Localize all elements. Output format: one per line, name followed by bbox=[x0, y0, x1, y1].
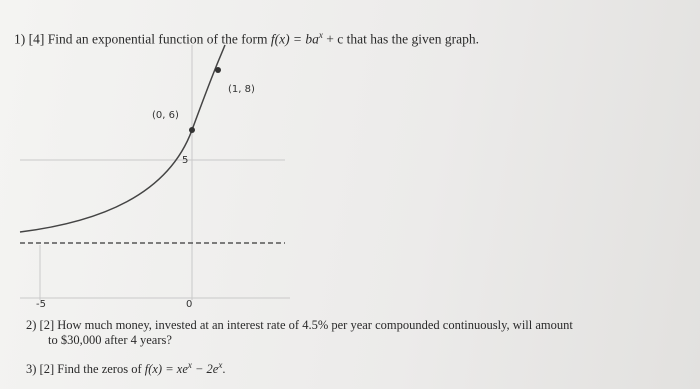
question: 2) [2] How much money, invested at an in… bbox=[26, 318, 573, 333]
text: Find the zeros of bbox=[57, 362, 142, 377]
point bbox=[189, 127, 195, 133]
exponent: x bbox=[318, 30, 323, 40]
text: . bbox=[222, 362, 226, 377]
text: to $30,000 after 4 years? bbox=[48, 333, 172, 347]
point-label: (0, 6) bbox=[152, 110, 179, 121]
point bbox=[215, 67, 221, 73]
points: [2] bbox=[39, 318, 55, 332]
question-number: 1) bbox=[14, 31, 26, 47]
formula: − 2e bbox=[195, 362, 219, 377]
question: 1) [4] Find an exponential function of t… bbox=[14, 30, 479, 48]
curve bbox=[19, 44, 226, 233]
points: [2] bbox=[39, 362, 55, 377]
formula: f(x) = ba bbox=[270, 31, 319, 47]
exponent: x bbox=[218, 360, 223, 370]
question-number: 2) bbox=[26, 318, 37, 332]
text: How much money, invested at an interest … bbox=[57, 318, 573, 332]
point-label: (1, 8) bbox=[228, 84, 255, 95]
text: Find an exponential function of the form bbox=[47, 31, 268, 47]
axis-label: 5 bbox=[182, 155, 188, 166]
points: [4] bbox=[28, 31, 45, 47]
question: 3) [2] Find the zeros of f(x) = xex − 2e… bbox=[26, 360, 225, 377]
text: + c that has the given graph. bbox=[326, 31, 479, 47]
exponent: x bbox=[187, 360, 192, 370]
axis-label: 0 bbox=[186, 299, 192, 310]
question-number: 3) bbox=[26, 362, 37, 377]
formula: f(x) = xe bbox=[144, 362, 188, 377]
axis-label: -5 bbox=[36, 299, 46, 310]
